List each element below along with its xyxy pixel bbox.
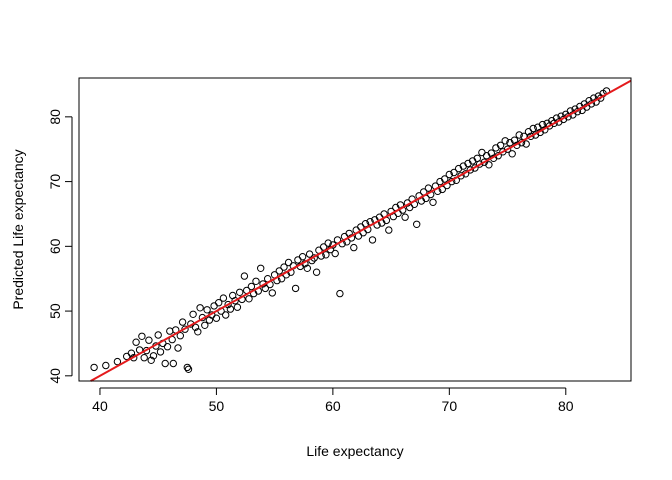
data-point [429, 198, 437, 207]
data-point [161, 359, 169, 368]
data-point [113, 357, 122, 366]
data-point [191, 323, 200, 331]
data-point [385, 226, 393, 234]
data-point [176, 332, 185, 340]
data-point [294, 256, 302, 264]
y-tick-label: 60 [47, 238, 63, 254]
data-point [496, 141, 505, 150]
x-tick-label: 50 [209, 398, 225, 414]
data-point [319, 243, 328, 251]
data-point [189, 310, 197, 318]
data-point [303, 264, 311, 272]
data-point [174, 344, 182, 352]
data-point [247, 282, 256, 291]
data-point [245, 295, 253, 303]
data-point [102, 361, 110, 370]
y-axis-title: Predicted Life expectancy [10, 149, 26, 309]
data-point [527, 132, 535, 141]
data-point [368, 236, 377, 244]
data-point [194, 328, 202, 336]
data-point [222, 311, 230, 319]
data-point [203, 306, 211, 314]
data-point [138, 332, 146, 340]
data-point [508, 150, 516, 158]
data-point [485, 161, 493, 169]
data-point [336, 289, 344, 298]
data-point [478, 148, 486, 157]
data-point [466, 166, 474, 174]
data-point [275, 267, 283, 275]
data-point [284, 258, 293, 267]
data-point [233, 303, 242, 311]
data-point [196, 304, 204, 312]
data-point [324, 239, 332, 247]
data-point [127, 349, 136, 357]
data-point [212, 314, 221, 322]
data-point [169, 359, 178, 368]
data-point [261, 284, 269, 293]
data-point [224, 300, 232, 309]
x-axis-title: Life expectancy [306, 443, 403, 459]
data-point [236, 288, 244, 296]
data-point [201, 321, 209, 329]
data-point [210, 302, 218, 310]
data-point [257, 264, 265, 272]
data-point [305, 250, 314, 258]
data-point [145, 336, 153, 344]
data-point [219, 294, 228, 302]
y-tick-label: 40 [47, 368, 63, 384]
data-point [154, 331, 162, 339]
data-point [322, 251, 330, 259]
data-point [184, 365, 193, 373]
y-tick-label: 70 [47, 174, 63, 190]
data-point [522, 140, 530, 148]
data-point [156, 348, 165, 356]
data-point [226, 305, 235, 313]
data-point [471, 164, 479, 172]
data-point [215, 299, 223, 307]
data-point [149, 352, 158, 360]
data-point [252, 277, 260, 285]
data-point [291, 284, 300, 293]
data-point [147, 356, 155, 364]
data-point [240, 272, 249, 280]
data-point [312, 268, 321, 276]
data-point [450, 168, 458, 177]
data-point [90, 363, 98, 372]
x-tick-label: 40 [92, 398, 108, 414]
data-point [331, 249, 339, 258]
data-point [268, 289, 276, 297]
y-tick-label: 50 [47, 303, 63, 319]
data-point [501, 137, 509, 145]
data-point [424, 184, 433, 192]
data-point [166, 327, 174, 335]
data-point [163, 343, 172, 351]
y-axis: 40 50 60 70 80 [47, 109, 73, 384]
data-point [178, 318, 187, 326]
x-tick-label: 80 [558, 398, 574, 414]
data-point [441, 175, 449, 183]
data-point [132, 338, 140, 346]
data-point [298, 253, 307, 261]
x-tick-label: 60 [325, 398, 341, 414]
data-point [183, 363, 192, 372]
x-axis: 40 50 60 70 80 [92, 387, 574, 414]
reference-line [90, 79, 632, 382]
points-layer [90, 87, 611, 373]
plot-frame [78, 77, 632, 382]
x-tick-label: 70 [442, 398, 458, 414]
data-point [529, 124, 537, 133]
data-point [280, 263, 288, 271]
data-point [231, 297, 239, 305]
data-point [413, 220, 421, 229]
data-point [503, 145, 512, 153]
data-point [350, 243, 358, 252]
data-point [140, 354, 148, 362]
data-point [515, 131, 523, 139]
y-tick-label: 80 [47, 109, 63, 125]
data-point [445, 170, 453, 179]
data-point [401, 213, 409, 221]
